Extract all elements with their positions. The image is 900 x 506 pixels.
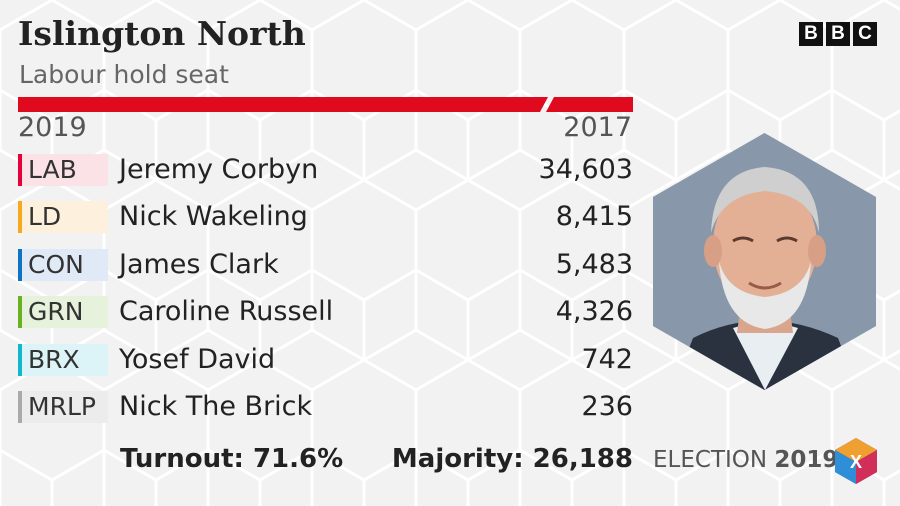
party-badge: GRN: [18, 296, 108, 329]
party-badge: MRLP: [18, 390, 108, 423]
result-row: LD Nick Wakeling 8,415: [18, 197, 633, 244]
bbc-logo-letter: C: [853, 22, 877, 46]
party-badge: BRX: [18, 343, 108, 376]
result-row: MRLP Nick The Brick 236: [18, 387, 633, 434]
result-row: LAB Jeremy Corbyn 34,603: [18, 150, 633, 197]
candidate-name: Yosef David: [119, 343, 276, 375]
party-badge: LAB: [18, 154, 108, 186]
result-row: GRN Caroline Russell 4,326: [18, 292, 633, 339]
vote-count: 236: [581, 390, 633, 422]
result-subtitle: Labour hold seat: [19, 60, 229, 89]
election-label: ELECTION 2019: [653, 447, 838, 473]
logo-mark: X: [850, 452, 862, 472]
vote-count: 5,483: [555, 248, 633, 280]
vote-count: 4,326: [555, 296, 633, 328]
majority-value: Majority: 26,188: [391, 444, 633, 474]
bbc-logo-letter: B: [799, 22, 823, 46]
bbc-logo: B B C: [799, 22, 877, 46]
party-badge: CON: [18, 248, 108, 281]
candidate-name: Caroline Russell: [119, 296, 334, 328]
turnout-value: Turnout: 71.6%: [120, 444, 344, 474]
current-year-label: 2019: [18, 112, 87, 143]
election-year: 2019: [774, 447, 839, 473]
constituency-title: Islington North: [18, 14, 306, 53]
party-badge: LD: [18, 201, 108, 234]
candidate-name: Nick The Brick: [119, 390, 313, 422]
seat-colour-bar: [18, 97, 633, 112]
vote-count: 8,415: [555, 201, 633, 233]
candidate-name: Nick Wakeling: [119, 201, 308, 233]
candidate-name: James Clark: [119, 248, 279, 280]
result-row: CON James Clark 5,483: [18, 245, 633, 292]
result-row: BRX Yosef David 742: [18, 340, 633, 387]
candidate-name: Jeremy Corbyn: [119, 154, 319, 185]
previous-year-label: 2017: [563, 112, 632, 143]
election-word: ELECTION: [653, 447, 768, 473]
vote-count: 742: [581, 343, 633, 375]
candidate-portrait-hexagon: [653, 133, 876, 390]
vote-count: 34,603: [538, 154, 633, 185]
bbc-logo-letter: B: [826, 22, 850, 46]
election-cube-logo-icon: X: [835, 438, 877, 484]
results-table: LAB Jeremy Corbyn 34,603 LD Nick Wakelin…: [18, 150, 633, 434]
